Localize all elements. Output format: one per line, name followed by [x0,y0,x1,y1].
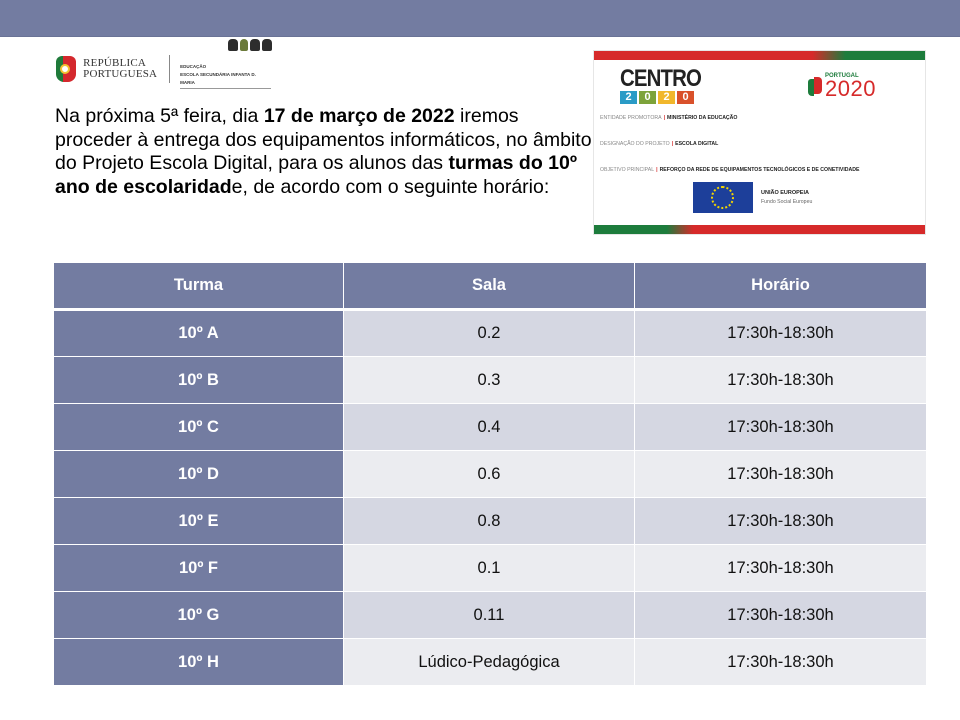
cell-horario: 17:30h-18:30h [634,638,927,686]
info-line-objective: OBJETIVO PRINCIPAL | REFORÇO DA REDE DE EQ… [600,167,860,173]
table-row: 10º B 0.3 17:30h-18:30h [53,356,927,404]
schedule-table: Turma Sala Horário 10º A 0.2 17:30h-18:3… [53,262,927,686]
banner-stripe-bottom [594,225,925,234]
centro-digit: 0 [639,91,656,104]
info-line-project: DESIGNAÇÃO DO PROJETO | ESCOLA DIGITAL [600,141,718,147]
info-value: ESCOLA DIGITAL [675,141,719,147]
pt2020-small: PORTUGAL [825,73,859,79]
info-sep: | [663,115,666,121]
cell-turma: 10º G [53,591,344,639]
intro-text-1: Na próxima 5ª feira, dia [55,105,264,127]
cell-horario: 17:30h-18:30h [634,450,927,498]
portugal-emblem-icon [56,54,76,84]
table-row: 10º D 0.6 17:30h-18:30h [53,450,927,498]
cell-sala: 0.8 [343,497,635,545]
org-line-1: REPÚBLICA [83,57,147,69]
banner-stripe-top [594,51,925,60]
eu-subtitle: Fundo Social Europeu [761,198,813,205]
info-line-entity: ENTIDADE PROMOTORA | MINISTÉRIO DA EDUCAÇÃ… [600,115,737,121]
target-classes: turmas do 10º ano de escolaridad [55,152,577,198]
cell-turma: 10º D [53,450,344,498]
org-line-2: PORTUGUESA [83,68,158,80]
eu-logo: UNIÃO EUROPEIA Fundo Social Europeu [693,182,812,213]
intro-text-2: iremos proceder à entrega dos equipament… [55,105,592,174]
cell-sala: 0.11 [343,591,635,639]
cell-turma: 10º F [53,544,344,592]
info-value: REFORÇO DA REDE DE EQUIPAMENTOS TECNOLÓG… [659,167,860,173]
centro-word: CENTRO [620,65,702,92]
school-name: ESCOLA SECUNDÁRIA INFANTA D. MARIA [180,71,271,89]
logo-divider [169,55,171,83]
info-sep: | [656,167,658,173]
info-label: DESIGNAÇÃO DO PROJETO [600,141,670,147]
header-sala: Sala [343,262,635,311]
cell-turma: 10º E [53,497,344,545]
top-bar [0,0,960,37]
school-emblem-icon [228,39,274,55]
portugal-2020-logo: PORTUGAL 2020 [808,73,876,101]
cell-horario: 17:30h-18:30h [634,591,927,639]
cell-horario: 17:30h-18:30h [634,544,927,592]
cell-horario: 17:30h-18:30h [634,497,927,545]
cell-sala: 0.1 [343,544,635,592]
cell-turma: 10º A [53,309,344,357]
centro-digit: 0 [677,91,694,104]
table-row: 10º A 0.2 17:30h-18:30h [53,309,927,357]
eu-flag-icon [693,182,753,213]
republica-portuguesa-logo: REPÚBLICA PORTUGUESA EDUCAÇÃO ESCOLA SEC… [56,39,273,90]
centro-digits: 2 0 2 0 [620,91,715,104]
table-row: 10º C 0.4 17:30h-18:30h [53,403,927,451]
info-value: MINISTÉRIO DA EDUCAÇÃO [667,115,738,121]
intro-text-3: e, de acordo com o seguinte horário: [231,175,550,198]
ministry-label: EDUCAÇÃO [180,64,207,69]
cell-sala: 0.6 [343,450,635,498]
cell-turma: 10º C [53,403,344,451]
centro-digit: 2 [658,91,675,104]
cell-horario: 17:30h-18:30h [634,309,927,357]
header-horario: Horário [634,262,927,311]
eu-title: UNIÃO EUROPEIA [761,189,809,196]
pt2020-big: 2020 [825,76,876,101]
info-label: ENTIDADE PROMOTORA [600,115,662,121]
delivery-date: 17 de março de 2022 [263,105,455,127]
table-row: 10º G 0.11 17:30h-18:30h [53,591,927,639]
info-sep: | [671,141,674,147]
centro-2020-logo: CENTRO 2 0 2 0 [620,65,715,104]
cell-sala: 0.3 [343,356,635,404]
table-row: 10º F 0.1 17:30h-18:30h [53,544,927,592]
cell-horario: 17:30h-18:30h [634,356,927,404]
info-label: OBJETIVO PRINCIPAL [600,167,655,173]
org-name: REPÚBLICA PORTUGUESA [83,58,157,80]
centro-digit: 2 [620,91,637,104]
cell-sala: 0.2 [343,309,635,357]
cell-sala: 0.4 [343,403,635,451]
cell-horario: 17:30h-18:30h [634,403,927,451]
table-row: 10º E 0.8 17:30h-18:30h [53,497,927,545]
cell-turma: 10º B [53,356,344,404]
cell-turma: 10º H [53,638,344,686]
intro-paragraph: Na próxima 5ª feira, dia 17 de março de … [55,105,595,199]
school-logo: EDUCAÇÃO ESCOLA SECUNDÁRIA INFANTA D. MA… [180,39,273,89]
table-header-row: Turma Sala Horário [53,262,927,311]
cell-sala: Lúdico-Pedagógica [343,638,635,686]
portugal-2020-flag-icon [808,75,822,97]
header-turma: Turma [53,262,344,311]
funding-banner: CENTRO 2 0 2 0 PORTUGAL 2020 ENTIDADE PR… [593,50,926,235]
table-row: 10º H Lúdico-Pedagógica 17:30h-18:30h [53,638,927,686]
